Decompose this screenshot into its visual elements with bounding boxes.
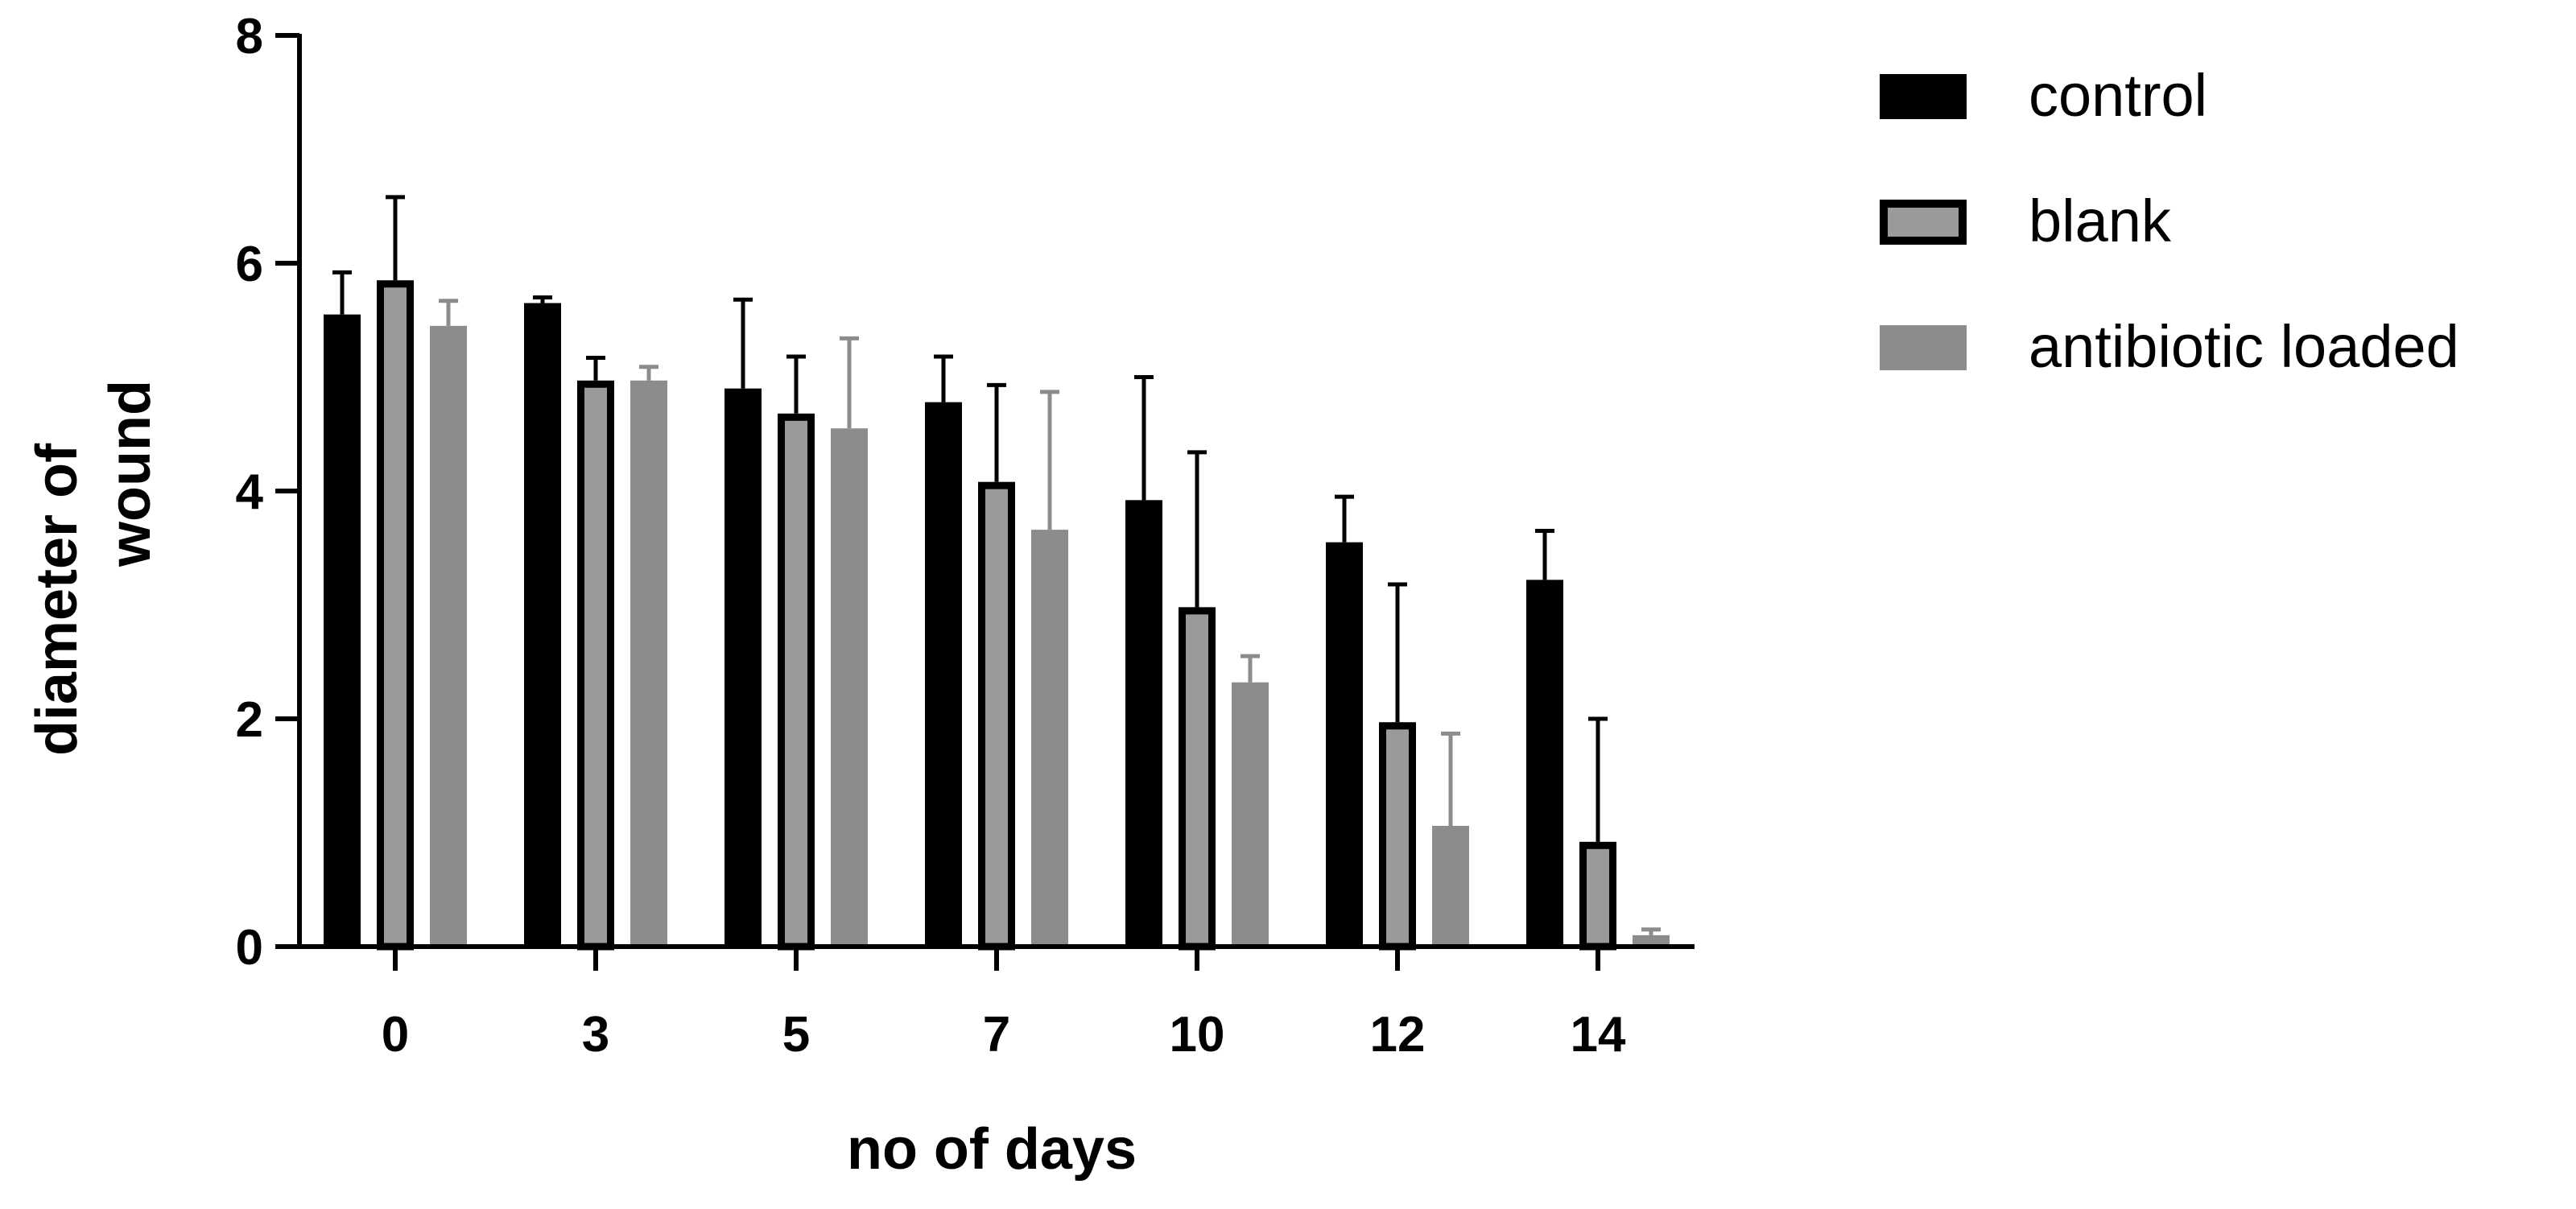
bar-blank-0	[377, 280, 414, 951]
legend-label-antibiotic-loaded: antibiotic loaded	[2029, 313, 2459, 380]
bar-antibiotic-loaded-5	[831, 428, 868, 947]
x-tick-label-14: 14	[1571, 1007, 1626, 1063]
bar-antibiotic-loaded-14	[1633, 935, 1670, 947]
bar-antibiotic-loaded-3	[630, 380, 667, 947]
y-tick-labels: 0 2 4 6 8	[236, 9, 264, 976]
x-tick-label-5: 5	[782, 1007, 810, 1063]
bar-blank-7	[978, 481, 1015, 951]
bar-antibiotic-loaded-7	[1031, 530, 1068, 947]
bar-control-10	[1125, 500, 1162, 947]
legend-label-blank: blank	[2029, 188, 2172, 254]
y-tick-label-0: 0	[236, 920, 263, 976]
legend: control blank antibiotic loaded	[1880, 62, 2459, 380]
x-tick-label-3: 3	[582, 1007, 609, 1063]
bar-blank-10	[1179, 607, 1216, 951]
bar-blank-14	[1579, 841, 1616, 951]
y-axis-title-line-1: diameter of	[25, 443, 89, 756]
x-axis-title: no of days	[847, 1117, 1137, 1182]
x-tick-labels: 0 3 5 7 10 12 14	[382, 1007, 1626, 1063]
bar-antibiotic-loaded-12	[1432, 826, 1469, 947]
bar-control-0	[324, 314, 361, 947]
y-tick-label-6: 6	[236, 237, 263, 292]
bar-control-5	[724, 388, 762, 947]
x-tick-label-10: 10	[1170, 1007, 1225, 1063]
y-axis-title: diameter of wound	[25, 380, 163, 756]
x-tick-label-12: 12	[1370, 1007, 1426, 1063]
legend-label-control: control	[2029, 62, 2207, 129]
y-tick-label-8: 8	[236, 9, 263, 64]
legend-swatch-blank	[1880, 200, 1967, 245]
legend-swatch-antibiotic-loaded	[1880, 325, 1967, 370]
axes-layer	[275, 33, 1695, 971]
bar-control-14	[1526, 580, 1563, 947]
y-tick-label-2: 2	[236, 692, 263, 748]
bar-blank-3	[577, 380, 614, 951]
bar-blank-12	[1379, 722, 1416, 951]
error-bars-layer	[332, 195, 1661, 935]
bar-antibiotic-loaded-10	[1232, 682, 1269, 947]
y-tick-label-4: 4	[236, 464, 264, 520]
bar-blank-5	[778, 413, 815, 951]
bar-control-3	[524, 303, 561, 947]
x-tick-label-0: 0	[382, 1007, 409, 1063]
legend-swatch-control	[1880, 74, 1967, 119]
bar-antibiotic-loaded-0	[430, 325, 467, 947]
bar-control-12	[1326, 542, 1363, 947]
bars-layer	[324, 280, 1670, 951]
y-axis-title-line-2: wound	[98, 380, 163, 567]
bar-control-7	[925, 402, 962, 947]
x-tick-label-7: 7	[983, 1007, 1010, 1063]
